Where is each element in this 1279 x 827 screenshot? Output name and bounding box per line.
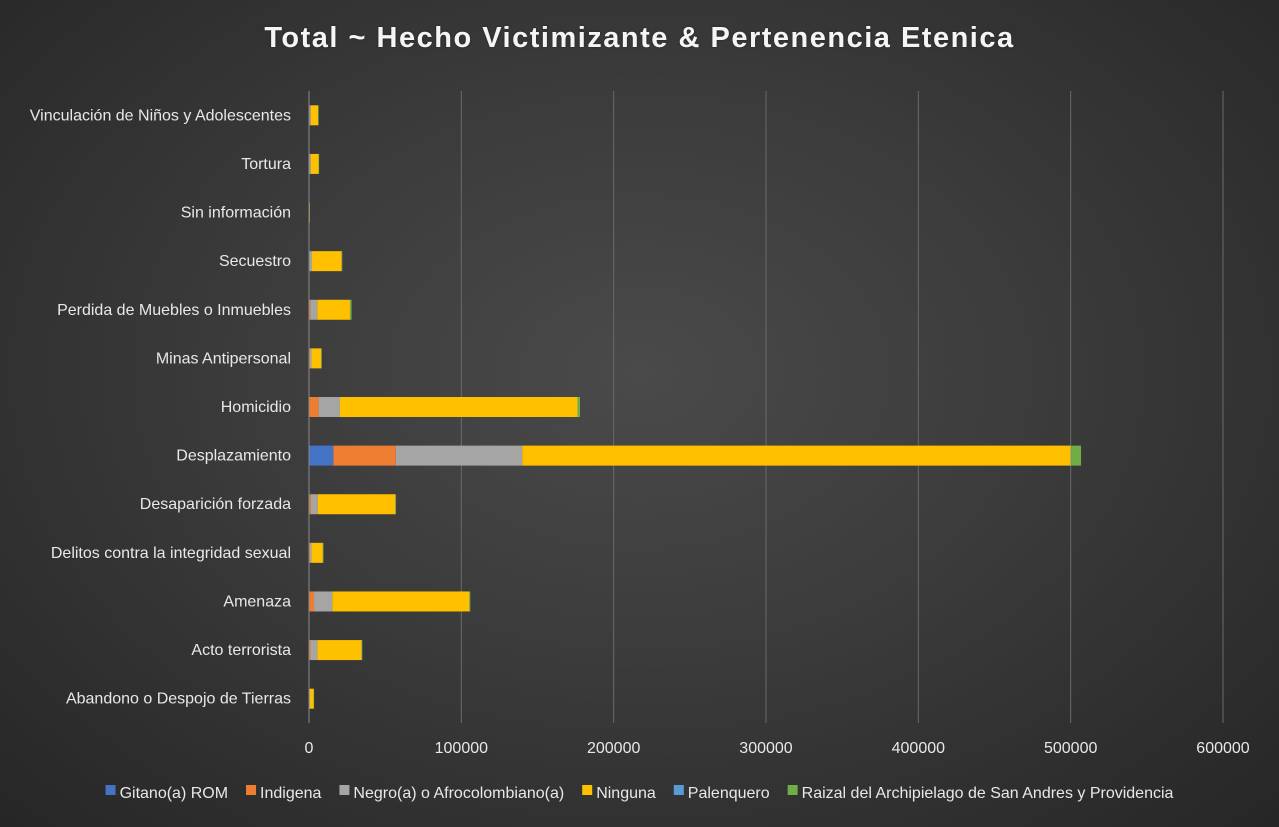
bar-segment: [313, 688, 315, 709]
category-label: Desplazamiento: [176, 448, 291, 465]
chart-title: Total ~ Hecho Victimizante & Pertenencia…: [264, 22, 1015, 54]
bar-segment: [309, 542, 312, 563]
bar-segment: [309, 397, 319, 417]
bar-segment: [318, 153, 320, 174]
bar-segment: [332, 591, 470, 612]
x-tick-label: 0: [305, 740, 314, 757]
bar-segment: [310, 153, 319, 174]
bar-segment: [309, 153, 311, 174]
bar-segment: [309, 640, 311, 661]
category-label: Amenaza: [223, 593, 291, 610]
bar-segment: [1071, 445, 1082, 466]
legend-swatch: [582, 785, 593, 795]
bar-segment: [311, 251, 342, 272]
bar-segment: [322, 542, 324, 563]
bar-segment: [318, 397, 340, 417]
bar-segment: [309, 688, 310, 709]
bar-segment: [317, 494, 396, 515]
bar-segment: [311, 542, 323, 563]
category-label: Abandono o Despojo de Tierras: [66, 691, 291, 708]
bar-segment: [395, 445, 523, 466]
bar-segment: [1070, 445, 1072, 466]
x-tick-label: 100000: [435, 740, 488, 757]
category-label: Minas Antipersonal: [156, 350, 291, 367]
bar-segment: [577, 397, 581, 417]
legend-label: Indigena: [260, 785, 321, 802]
category-label: Tortura: [241, 156, 291, 173]
bar-segment: [318, 105, 319, 126]
bar-segment: [469, 591, 471, 612]
bar-segment: [339, 397, 578, 417]
category-label: Sin información: [181, 205, 291, 222]
bar-segment: [395, 494, 397, 515]
bar-segment: [310, 494, 318, 515]
category-label: Secuestro: [219, 253, 291, 270]
bar-segment: [522, 445, 1071, 466]
legend-label: Gitano(a) ROM: [120, 785, 228, 802]
legend-label: Negro(a) o Afrocolombiano(a): [353, 785, 564, 802]
bar-segment: [350, 299, 352, 320]
bar-segment: [310, 299, 318, 320]
category-label: Desaparición forzada: [140, 496, 291, 513]
bar-segment: [309, 251, 312, 272]
category-label: Delitos contra la integridad sexual: [51, 545, 291, 562]
bar-segment: [361, 640, 363, 661]
legend-label: Ninguna: [596, 785, 656, 802]
bar-segment: [321, 348, 322, 369]
category-label: Acto terrorista: [191, 642, 291, 659]
category-label: Perdida de Muebles o Inmuebles: [57, 302, 291, 319]
bar-segment: [309, 105, 311, 126]
bar-segment: [341, 251, 343, 272]
legend-swatch: [339, 785, 350, 795]
bar-segment: [310, 105, 319, 126]
bar-segment: [309, 348, 312, 369]
bar-segment: [311, 348, 322, 369]
bar-segment: [333, 445, 396, 466]
legend-label: Raizal del Archipielago de San Andres y …: [802, 785, 1174, 802]
bar-segment: [310, 640, 318, 661]
bar-segment: [309, 299, 311, 320]
bar-segment: [317, 299, 350, 320]
bar-segment: [317, 640, 362, 661]
legend-swatch: [105, 785, 116, 795]
legend: Gitano(a) ROM Indigena Negro(a) o Afrocolo…: [105, 785, 1174, 802]
legend-swatch: [787, 785, 798, 795]
bar-segment: [309, 445, 334, 466]
bar-segment: [309, 688, 314, 709]
bar-segment: [309, 591, 315, 612]
x-tick-label: 600000: [1196, 740, 1249, 757]
bar-segment: [314, 591, 333, 612]
category-label: Homicidio: [221, 399, 291, 416]
x-tick-label: 200000: [587, 740, 640, 757]
legend-swatch: [673, 785, 684, 795]
x-tick-label: 500000: [1044, 740, 1097, 757]
bar-segment: [309, 494, 311, 515]
legend-swatch: [246, 785, 257, 795]
bar-segment: [309, 542, 310, 563]
category-label: Vinculación de Niños y Adolescentes: [30, 107, 291, 124]
x-tick-label: 300000: [739, 740, 792, 757]
x-tick-label: 400000: [892, 740, 945, 757]
legend-label: Palenquero: [688, 785, 770, 802]
